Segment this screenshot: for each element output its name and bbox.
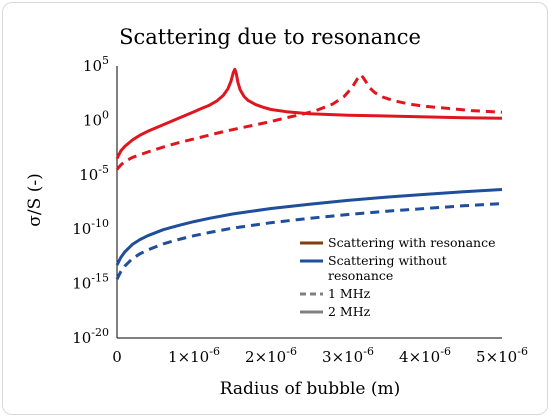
series-lines bbox=[115, 67, 503, 280]
legend-label-1-line1: resonance bbox=[328, 268, 393, 283]
axes bbox=[116, 66, 502, 339]
y-tick-label-5: 10-20 bbox=[72, 326, 109, 347]
series-line-0 bbox=[115, 67, 503, 160]
x-axis-label: Radius of bubble (m) bbox=[220, 379, 401, 399]
x-tick-label-4: 4×10-6 bbox=[399, 345, 451, 366]
legend-label-2: 1 MHz bbox=[328, 286, 371, 301]
x-tick-label-3: 3×10-6 bbox=[322, 345, 374, 366]
series-line-3 bbox=[115, 202, 503, 280]
x-tick-label-5: 5×10-6 bbox=[476, 345, 528, 366]
series-line-1 bbox=[115, 73, 503, 171]
legend-label-1: Scattering without bbox=[328, 253, 447, 268]
y-tick-label-0: 105 bbox=[83, 54, 109, 75]
tick-labels: 105 100 10-5 10-10 10-15 10-200 1×10-6 2×10-6 3×… bbox=[72, 54, 528, 366]
series-line-2 bbox=[115, 188, 503, 266]
legend-label-3: 2 MHz bbox=[328, 304, 371, 319]
y-axis-label: σ/S (-) bbox=[25, 173, 45, 226]
y-tick-label-3: 10-10 bbox=[72, 217, 109, 238]
x-tick-label-0: 0 bbox=[112, 348, 122, 366]
chart-title: Scattering due to resonance bbox=[119, 25, 421, 49]
y-tick-label-2: 10-5 bbox=[79, 163, 109, 184]
x-tick-label-1: 1×10-6 bbox=[168, 345, 220, 366]
legend-label-0: Scattering with resonance bbox=[328, 235, 495, 250]
legend: Scattering with resonance Scattering with… bbox=[296, 235, 504, 330]
y-tick-label-4: 10-15 bbox=[72, 272, 109, 293]
x-tick-label-2: 2×10-6 bbox=[245, 345, 297, 366]
y-tick-label-1: 100 bbox=[83, 108, 109, 129]
legend-box bbox=[296, 236, 504, 330]
